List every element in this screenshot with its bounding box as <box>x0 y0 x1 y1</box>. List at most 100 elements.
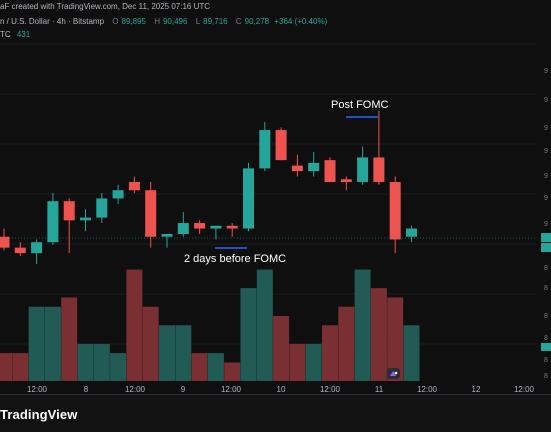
svg-text:8: 8 <box>544 335 548 342</box>
last-price-badge <box>541 233 551 242</box>
volume-bar <box>338 306 355 381</box>
candle-body <box>194 223 206 229</box>
candle-body <box>210 225 222 229</box>
volume-bar <box>387 297 404 381</box>
high-value: 90,496 <box>162 17 188 26</box>
volume-bar <box>175 325 192 381</box>
candle-body <box>259 130 271 169</box>
volume-value: 431 <box>16 30 31 39</box>
volume-bar <box>77 343 94 381</box>
time-tick-label: 12:00 <box>320 385 341 394</box>
candle-body <box>275 130 287 161</box>
svg-text:9: 9 <box>544 195 548 202</box>
volume-bar <box>256 269 273 381</box>
svg-text:9: 9 <box>544 125 548 132</box>
candle-body <box>47 201 59 243</box>
svg-text:8: 8 <box>544 373 548 380</box>
candle-body <box>291 165 303 172</box>
volume-bar <box>403 325 420 381</box>
low-value: 89,716 <box>203 17 228 26</box>
symbol-legend[interactable]: n / U.S. Dollar · 4h · Bitstamp O 89,895 … <box>0 17 327 26</box>
time-tick-label: 12:00 <box>221 385 242 394</box>
svg-text:8: 8 <box>544 285 548 292</box>
volume-bar <box>44 306 61 381</box>
close-value: 90,278 <box>244 17 270 26</box>
candle-body <box>177 223 189 234</box>
volume-bar <box>110 353 127 381</box>
volume-badge <box>541 343 551 351</box>
volume-bar <box>207 353 224 381</box>
chart-header: aF created with TradingView.com, Dec 11,… <box>0 0 551 40</box>
volume-bar <box>28 306 45 381</box>
candle-body <box>96 198 108 218</box>
volume-bar <box>322 325 338 381</box>
tradingview-logo[interactable]: TradingView <box>0 407 78 422</box>
volume-label: TC <box>0 30 11 39</box>
candle-body <box>308 162 320 172</box>
post-fomc-label: Post FOMC <box>331 99 389 111</box>
change-value: +364 (+0.40%) <box>274 17 328 26</box>
volume-bar <box>273 316 290 381</box>
candle-body <box>226 225 238 229</box>
volume-bar <box>126 269 143 381</box>
svg-text:9: 9 <box>544 148 548 155</box>
candle-body <box>161 233 173 237</box>
created-with-caption: aF created with TradingView.com, Dec 11,… <box>0 2 211 11</box>
volume-bar <box>0 353 12 381</box>
candle-body <box>80 217 91 221</box>
candle-body <box>324 160 336 183</box>
volume-bar <box>191 353 208 381</box>
candle-body <box>406 228 417 237</box>
candle-body <box>14 247 26 254</box>
svg-text:8: 8 <box>544 357 548 364</box>
candle-body <box>373 157 385 183</box>
candle-body <box>389 182 401 240</box>
time-tick-label: 12:00 <box>27 385 48 394</box>
time-axis: 12:00 8 12:00 9 12:00 10 12:00 11 12:00 12 12:00 <box>27 385 535 394</box>
candlesticks <box>0 110 417 265</box>
symbol-text[interactable]: n / U.S. Dollar · 4h · Bitstamp <box>0 17 105 26</box>
time-tick-label: 12 <box>472 385 481 394</box>
candle-body <box>31 242 43 254</box>
volume-legend[interactable]: TC 431 <box>0 30 30 39</box>
candle-body <box>0 236 10 248</box>
footer-bar: TradingView <box>0 394 551 432</box>
volume-bar <box>305 343 322 381</box>
time-tick-label: 8 <box>84 385 89 394</box>
volume-bar <box>12 353 29 381</box>
candle-body <box>145 190 157 237</box>
svg-text:9: 9 <box>544 173 548 180</box>
candle-body <box>357 157 369 183</box>
trading-view-watermark-icon[interactable] <box>387 368 400 379</box>
volume-bar <box>354 269 371 381</box>
price-axis: 9 9 9 9 9 9 9 8 8 8 8 8 8 <box>541 68 551 380</box>
time-tick-label: 10 <box>277 385 286 394</box>
svg-text:8: 8 <box>544 265 548 272</box>
volume-bar <box>159 325 175 381</box>
volume-bar <box>289 343 306 381</box>
svg-text:8: 8 <box>544 313 548 320</box>
volume-bar <box>61 297 78 381</box>
volume-bar <box>240 288 257 381</box>
candle-body <box>243 168 254 229</box>
volume-bar <box>370 288 387 381</box>
svg-text:9: 9 <box>544 221 548 228</box>
open-value: 89,895 <box>121 17 146 26</box>
volume-bar <box>142 306 159 381</box>
before-fomc-label: 2 days before FOMC <box>184 253 286 265</box>
countdown-badge <box>541 243 551 252</box>
time-tick-label: 11 <box>375 385 384 394</box>
time-tick-label: 12:00 <box>514 385 535 394</box>
svg-text:9: 9 <box>544 68 548 75</box>
time-tick-label: 12:00 <box>417 385 438 394</box>
ohlc-values: O 89,895 H 90,496 L 89,716 C 90,278 +364 (+0… <box>112 17 328 26</box>
volume-bars <box>0 269 420 381</box>
candle-body <box>340 179 352 183</box>
price-chart[interactable]: Post FOMC 2 days before FOMC 12:00 8 12:00… <box>0 0 551 394</box>
volume-bar <box>93 343 110 381</box>
time-tick-label: 12:00 <box>125 385 146 394</box>
candle-body <box>128 182 140 191</box>
candle-body <box>63 201 75 221</box>
candle-body <box>112 190 124 199</box>
volume-bar <box>224 362 241 381</box>
